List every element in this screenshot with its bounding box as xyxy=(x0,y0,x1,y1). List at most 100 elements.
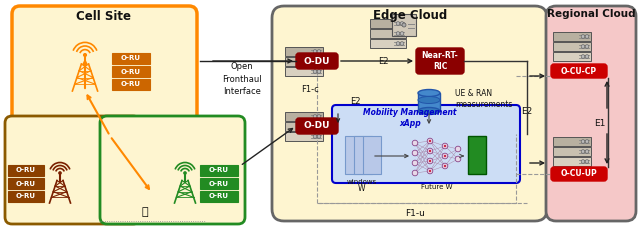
Text: UE & RAN
measurements: UE & RAN measurements xyxy=(455,89,513,109)
Text: O-RU: O-RU xyxy=(209,194,229,200)
Circle shape xyxy=(396,42,400,45)
Text: O-CU-CP: O-CU-CP xyxy=(561,67,597,76)
FancyBboxPatch shape xyxy=(12,6,197,123)
Circle shape xyxy=(442,143,448,149)
Bar xyxy=(363,136,381,174)
Bar xyxy=(285,67,323,76)
Circle shape xyxy=(585,140,589,143)
Circle shape xyxy=(429,170,431,172)
Text: F1-u: F1-u xyxy=(405,209,425,218)
Text: Regional Cloud: Regional Cloud xyxy=(547,9,636,19)
Circle shape xyxy=(585,150,589,153)
Bar xyxy=(285,112,323,121)
Bar xyxy=(285,57,323,66)
Text: O-RU: O-RU xyxy=(209,167,229,173)
Circle shape xyxy=(428,148,433,154)
Circle shape xyxy=(313,70,317,73)
Bar xyxy=(553,157,591,166)
Circle shape xyxy=(429,140,431,142)
Circle shape xyxy=(455,156,461,162)
Text: E2: E2 xyxy=(522,106,532,116)
Circle shape xyxy=(581,160,585,163)
Bar xyxy=(112,53,150,64)
Text: O-RU: O-RU xyxy=(16,167,36,173)
Circle shape xyxy=(444,155,446,157)
Circle shape xyxy=(585,45,589,48)
Text: Edge Cloud: Edge Cloud xyxy=(373,9,447,22)
Circle shape xyxy=(444,145,446,147)
Circle shape xyxy=(184,172,186,174)
FancyBboxPatch shape xyxy=(332,105,520,183)
Bar xyxy=(285,132,323,141)
Bar xyxy=(553,32,591,41)
Circle shape xyxy=(317,60,321,63)
Circle shape xyxy=(585,160,589,163)
Circle shape xyxy=(313,125,317,128)
Circle shape xyxy=(455,146,461,152)
FancyBboxPatch shape xyxy=(296,118,338,134)
Circle shape xyxy=(84,54,86,56)
Circle shape xyxy=(581,55,585,58)
Bar xyxy=(345,136,363,174)
FancyBboxPatch shape xyxy=(416,48,464,74)
Circle shape xyxy=(585,35,589,38)
Circle shape xyxy=(313,135,317,138)
Bar xyxy=(8,165,44,176)
Circle shape xyxy=(317,50,321,53)
Bar xyxy=(553,147,591,156)
Circle shape xyxy=(442,153,448,159)
Circle shape xyxy=(428,168,433,174)
Text: O-RU: O-RU xyxy=(121,69,141,75)
Text: Near-RT-
RIC: Near-RT- RIC xyxy=(422,51,458,71)
Text: O-RU: O-RU xyxy=(209,180,229,186)
Bar xyxy=(112,79,150,90)
Text: Open
Fronthaul
Interface: Open Fronthaul Interface xyxy=(222,62,262,96)
FancyBboxPatch shape xyxy=(551,167,607,181)
Circle shape xyxy=(396,22,400,25)
Circle shape xyxy=(412,170,418,176)
Bar xyxy=(418,93,440,111)
Circle shape xyxy=(429,150,431,152)
FancyBboxPatch shape xyxy=(551,64,607,78)
Text: O-DU: O-DU xyxy=(304,57,330,66)
Text: O-RU: O-RU xyxy=(16,180,36,186)
Circle shape xyxy=(396,32,400,35)
Text: O-DU: O-DU xyxy=(304,122,330,131)
Bar xyxy=(468,136,486,174)
Bar xyxy=(370,19,406,28)
Circle shape xyxy=(313,115,317,118)
Text: F1-c: F1-c xyxy=(301,85,319,94)
Text: O-RU: O-RU xyxy=(121,82,141,88)
Bar xyxy=(285,122,323,131)
Text: Future W: Future W xyxy=(421,184,452,190)
Circle shape xyxy=(400,22,404,25)
FancyBboxPatch shape xyxy=(546,6,636,221)
Circle shape xyxy=(400,32,404,35)
FancyBboxPatch shape xyxy=(272,6,547,221)
Bar xyxy=(112,66,150,77)
Circle shape xyxy=(313,60,317,63)
Circle shape xyxy=(412,160,418,166)
Text: windows: windows xyxy=(347,179,377,185)
Circle shape xyxy=(412,150,418,156)
Bar xyxy=(200,191,238,202)
Text: 🚗: 🚗 xyxy=(141,207,148,217)
Circle shape xyxy=(429,160,431,162)
Circle shape xyxy=(585,55,589,58)
Circle shape xyxy=(313,50,317,53)
Bar xyxy=(392,14,416,36)
FancyBboxPatch shape xyxy=(100,116,245,224)
Text: Cell Site: Cell Site xyxy=(77,10,131,23)
Circle shape xyxy=(412,140,418,146)
Bar xyxy=(553,52,591,61)
Circle shape xyxy=(400,42,404,45)
Bar xyxy=(553,137,591,146)
Bar xyxy=(370,39,406,48)
Text: W: W xyxy=(358,184,365,193)
Circle shape xyxy=(59,172,61,174)
Bar xyxy=(285,47,323,56)
Circle shape xyxy=(317,70,321,73)
Circle shape xyxy=(442,163,448,169)
Circle shape xyxy=(581,45,585,48)
Text: O-CU-UP: O-CU-UP xyxy=(561,170,597,179)
